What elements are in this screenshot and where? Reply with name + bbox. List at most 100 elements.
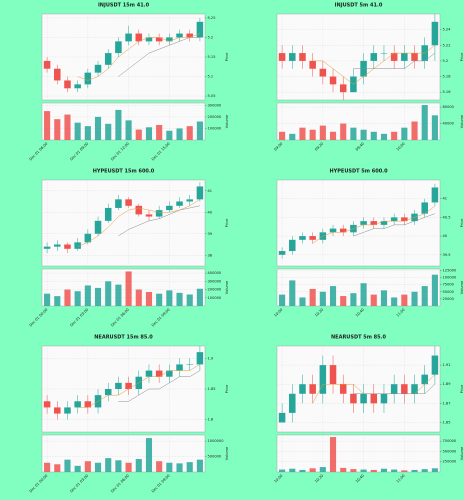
candle-body [104,53,112,65]
chart-title: INJUSDT 15m 41.0 [98,3,150,9]
volume-bar [340,123,347,140]
volume-bar [115,460,122,472]
candle-body [74,84,81,89]
y-tick-label: 500000 [443,449,457,453]
volume-bar [74,291,81,306]
y-tick-label: 39 [208,232,213,236]
volume-bar [84,285,91,306]
candle-body [401,384,408,394]
candle-body [64,80,71,89]
chart: INJUSDT 5m 41.0 5.16 5.18 5.2 5.22 5.24 40000 8… [273,3,464,152]
candle-body [125,33,132,42]
volume-bar [401,294,408,306]
y-tick-label: 125000 [443,268,457,272]
candle-body [421,374,428,385]
moving-average [118,37,200,77]
volume-bar [421,105,428,140]
volume-panel [276,434,441,473]
y-axis-label: Price [460,218,464,228]
y-tick-label: 40.5 [443,215,451,219]
y-tick-label: 5.25 [208,16,216,20]
candle-body [166,370,173,377]
volume-bar [105,123,112,140]
volume-bar [329,437,337,472]
candle-body [43,246,51,249]
y-tick-label: 80000 [443,105,455,109]
volume-bar [64,289,71,306]
volume-bar [74,122,81,140]
candle-body [84,233,92,243]
moving-average [118,370,201,402]
candle-body [411,384,418,394]
chart-title: HYPEUSDT 5m 600.0 [329,169,388,175]
candle-body [329,76,337,85]
candle-body [339,228,347,233]
candle-body [43,401,51,408]
candle-body [299,236,306,240]
volume-bar [391,297,398,306]
candle-body [431,21,439,46]
x-tick-label: 11:00 [396,307,407,318]
y-axis-label: Price [460,384,464,394]
volume-bar [360,469,367,472]
y-axis-label: Volume [225,114,229,128]
volume-bar [115,284,122,306]
volume-bar [135,129,142,140]
volume-bar [64,459,71,472]
volume-bar [166,130,173,140]
candle-body [43,60,51,69]
chart-title: HYPEUSDT 15m 600.0 [93,169,155,175]
volume-bar [44,462,51,472]
candle-body [319,365,327,394]
volume-bar [54,119,61,140]
volume-bar [360,283,367,306]
candle-body [54,244,61,247]
candle-body [115,382,122,389]
x-tick-label: 10:00 [396,141,407,152]
y-tick-label: 1000000 [208,439,225,443]
chart: INJUSDT 15m 41.0 5.05 5.1 5.15 5.2 5.25 100000… [29,3,229,162]
x-tick-label: 09:40 [355,141,366,152]
volume-bar [380,468,388,472]
y-tick-label: 75000 [443,283,455,287]
volume-bar [401,470,408,472]
y-tick-label: 1.87 [443,401,451,405]
volume-bar [156,124,163,140]
y-tick-label: 5.2 [443,59,449,63]
candle-body [401,53,408,61]
candle-body [339,384,347,394]
volume-bar [186,294,193,306]
volume-bar [84,126,91,140]
volume-bar [94,116,102,140]
candle-body [370,53,378,61]
volume-bar [145,127,153,140]
candle-body [401,217,408,222]
y-tick-label: 5.24 [443,28,452,32]
moving-average [312,205,436,244]
volume-bar [105,458,112,472]
volume-bar [54,464,61,472]
volume-bar [196,121,203,140]
volume-bar [309,468,316,472]
volume-bar [54,296,61,306]
y-tick-label: 5.22 [443,43,451,47]
candle-body [135,33,143,42]
candle-body [196,352,204,365]
volume-bar [431,468,438,472]
candle-body [145,37,153,42]
volume-bar [431,115,438,140]
volume-bar [145,438,153,472]
candle-body [74,401,81,408]
volume-bar [156,461,163,472]
candle-body [289,239,296,252]
candle-body [166,205,173,211]
y-tick-label: 40 [208,210,213,214]
candle-body [319,68,327,77]
x-tick-label: 09:20 [314,141,325,152]
volume-bar [176,128,183,140]
candle-body [196,21,204,38]
candle-body [278,412,286,423]
y-axis-label: Price [225,218,229,228]
y-tick-label: 5.2 [208,35,214,39]
volume-bar [186,126,193,140]
